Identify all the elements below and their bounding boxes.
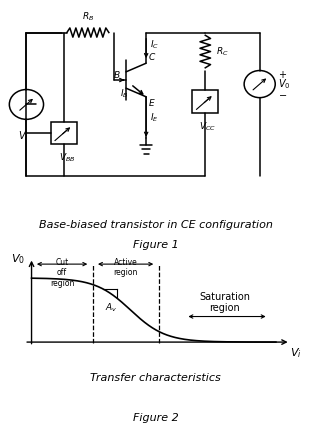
Text: Figure 1: Figure 1 [132,240,179,250]
Text: Base-biased transistor in CE configuration: Base-biased transistor in CE configurati… [39,220,272,230]
Bar [51,122,77,144]
Text: $V_i$: $V_i$ [18,129,29,143]
Text: Active
region: Active region [114,258,138,277]
Text: $R_C$: $R_C$ [216,45,229,58]
Text: +: + [278,69,286,79]
Text: $-$: $-$ [278,89,287,99]
Text: Cut
off
region: Cut off region [50,258,74,287]
Text: C: C [149,53,155,62]
Bar [192,90,218,113]
Text: $I_B$: $I_B$ [120,88,128,100]
Text: $V_{BB}$: $V_{BB}$ [59,152,75,164]
Text: $V_0$: $V_0$ [278,77,291,91]
Text: $I_C$: $I_C$ [150,39,159,51]
Text: E: E [149,99,154,108]
Text: Transfer characteristics: Transfer characteristics [90,372,221,383]
Text: $V_{CC}$: $V_{CC}$ [199,121,216,133]
Text: $A_v$: $A_v$ [105,302,118,314]
Text: $R_B$: $R_B$ [82,10,94,23]
Text: $V_i$: $V_i$ [290,347,301,360]
Text: Saturation
region: Saturation region [199,292,250,313]
Text: Figure 2: Figure 2 [132,413,179,424]
Text: $I_E$: $I_E$ [150,112,159,124]
Text: B: B [114,72,120,80]
Text: $V_0$: $V_0$ [12,252,26,266]
